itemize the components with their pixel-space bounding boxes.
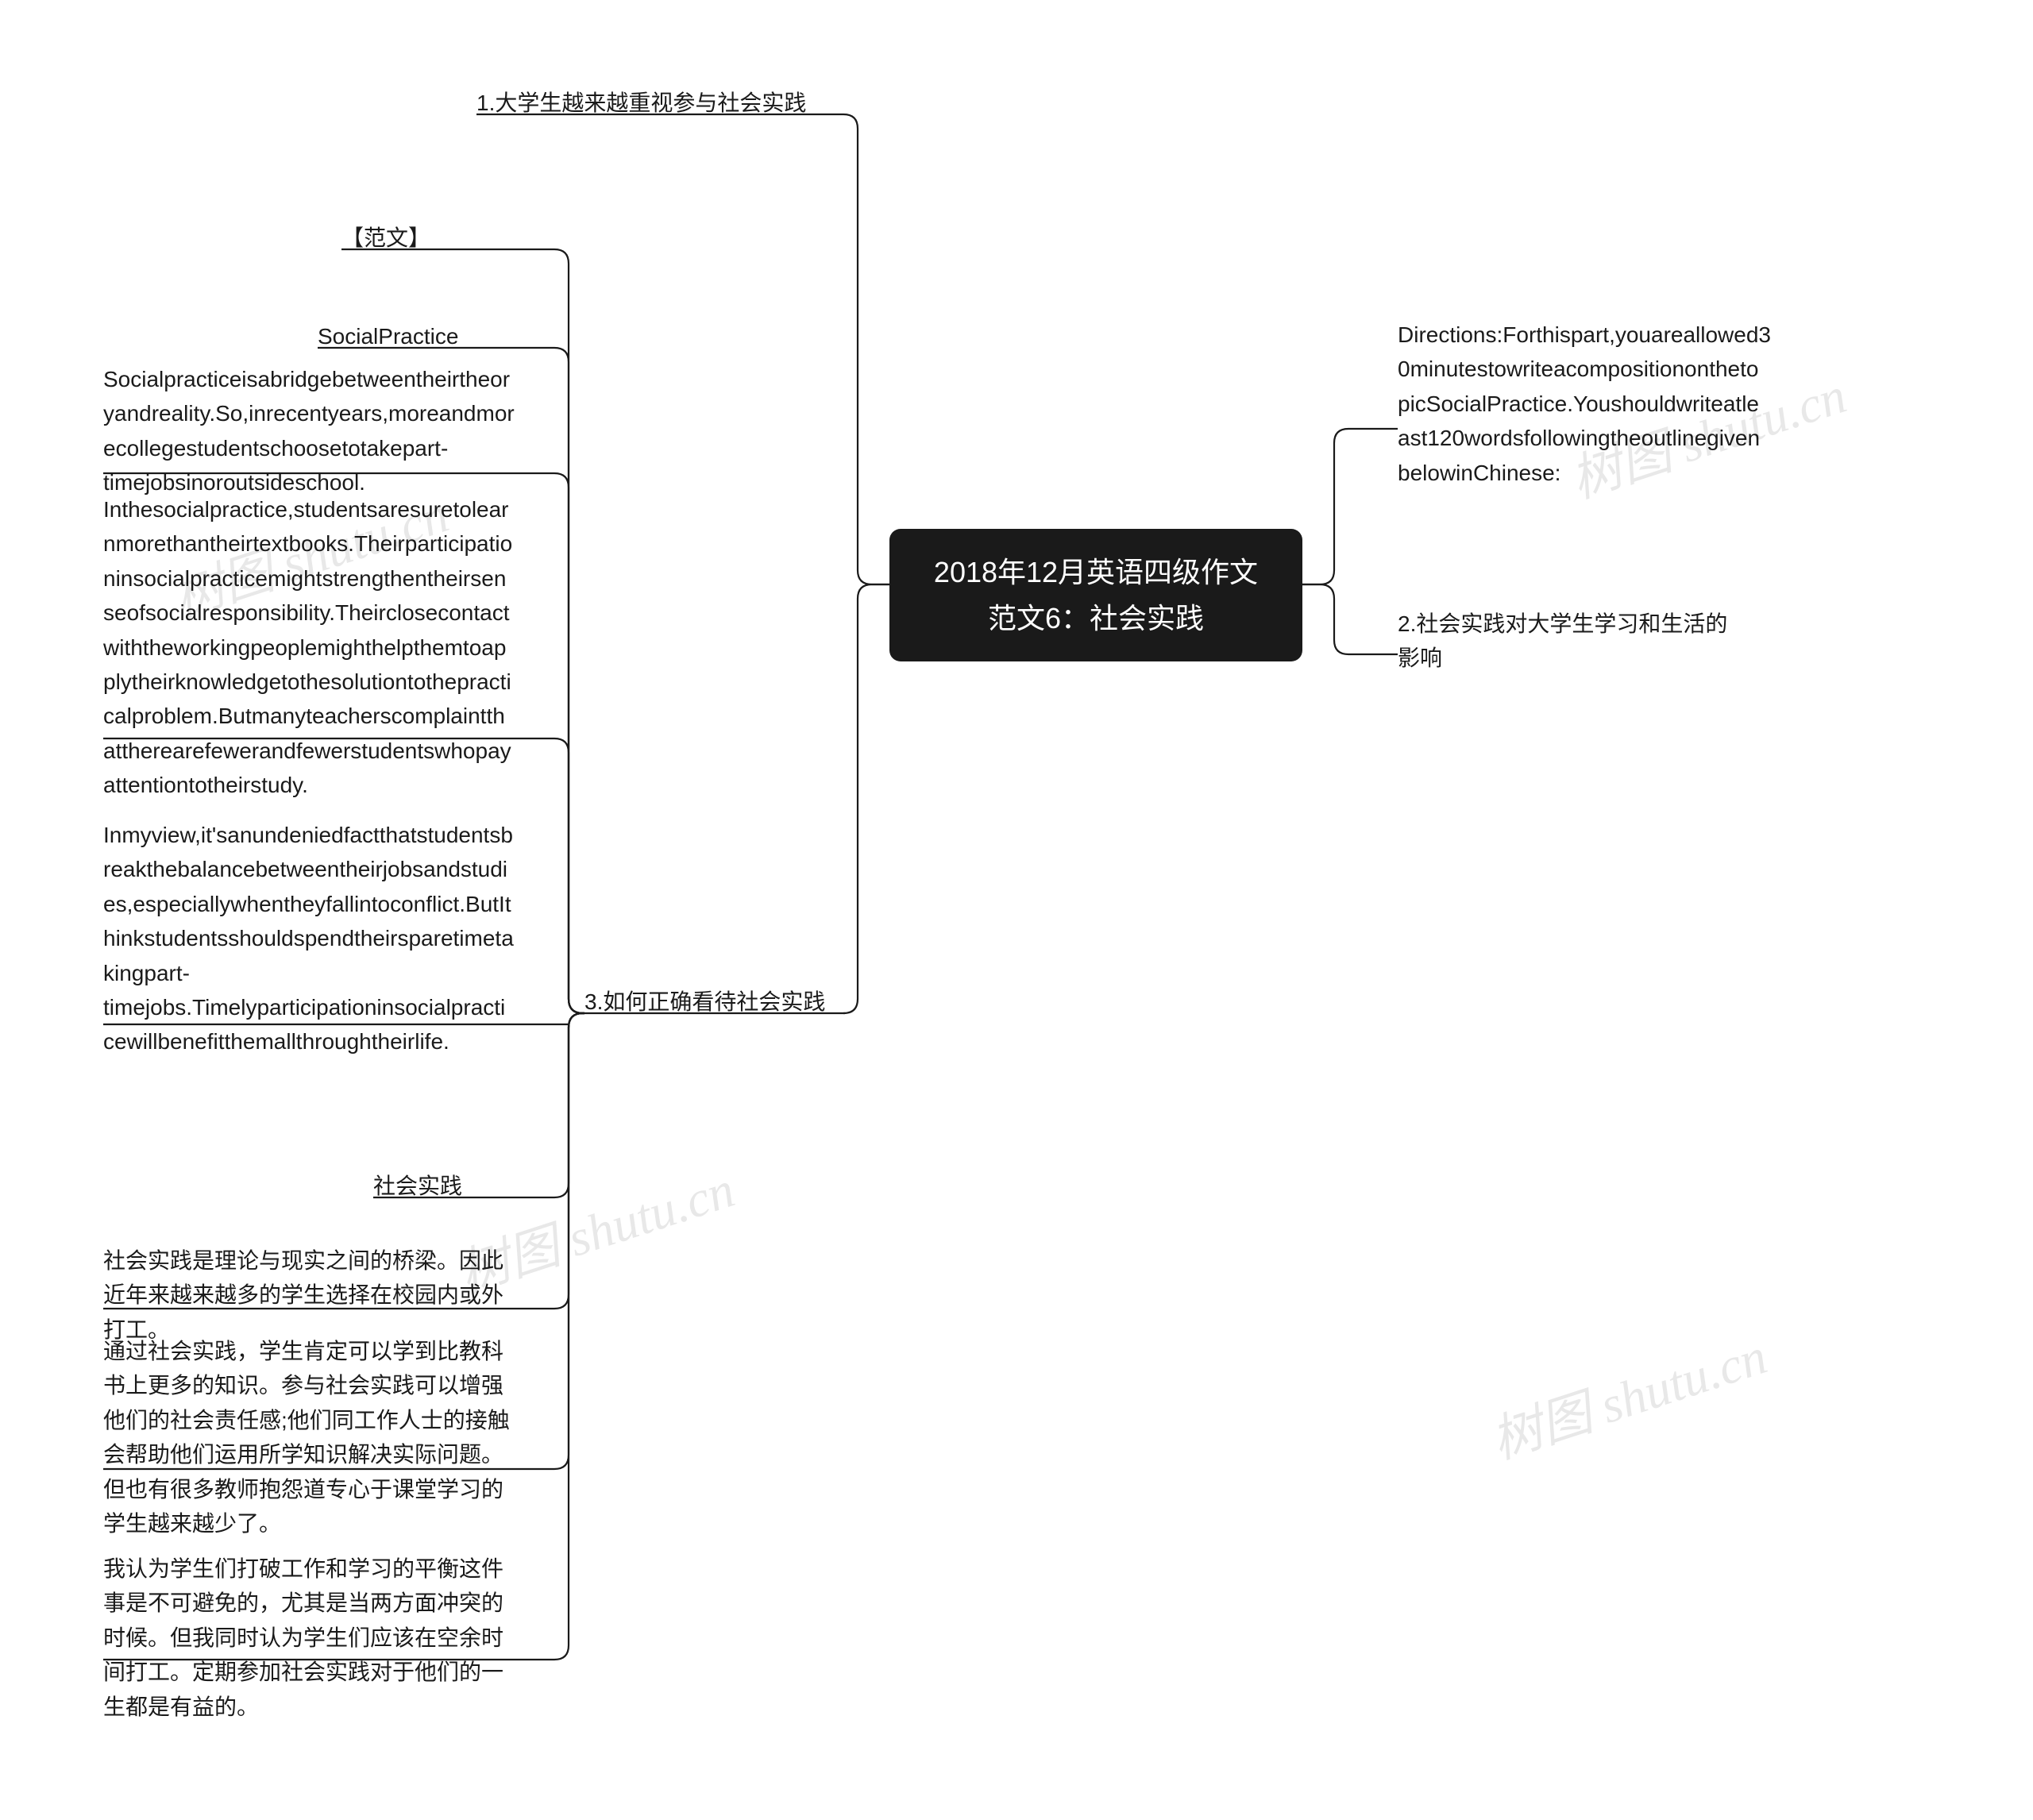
node-r2[interactable]: 2.社会实践对大学生学习和生活的影响 [1398,607,1739,676]
node-l3[interactable]: 3.如何正确看待社会实践 [584,985,847,1019]
node-s1-text: 【范文】 [341,226,430,250]
node-s6-text: 社会实践 [373,1174,462,1198]
node-s5-text: Inmyview,it'sanundeniedfactthatstudentsb… [103,823,514,1054]
link-l3-s2 [516,348,584,1013]
link-l3-s1 [516,249,584,1013]
node-s4-text: Inthesocialpractice,studentsaresuretolea… [103,497,512,797]
node-l1[interactable]: 1.大学生越来越重视参与社会实践 [476,86,818,120]
node-s6[interactable]: 社会实践 [373,1169,500,1203]
node-s2[interactable]: SocialPractice [318,319,500,353]
node-s9-text: 我认为学生们打破工作和学习的平衡这件事是不可避免的，尤其是当两方面冲突的时候。但… [103,1556,503,1719]
node-s2-text: SocialPractice [318,324,458,349]
link-l3-s3 [516,473,584,1013]
link-l3-s7 [516,1013,584,1309]
node-s7[interactable]: 社会实践是理论与现实之间的桥梁。因此近年来越来越多的学生选择在校园内或外打工。 [103,1244,516,1347]
node-s4[interactable]: Inthesocialpractice,studentsaresuretolea… [103,492,516,803]
link-center-l3 [843,584,889,1013]
node-s5[interactable]: Inmyview,it'sanundeniedfactthatstudentsb… [103,818,516,1059]
node-r2-text: 2.社会实践对大学生学习和生活的影响 [1398,611,1727,670]
link-center-rdir [1302,429,1374,584]
node-rdir[interactable]: Directions:Forthispart,youareallowed30mi… [1398,318,1771,490]
node-l3-text: 3.如何正确看待社会实践 [584,989,825,1014]
node-s1[interactable]: 【范文】 [341,221,500,255]
link-l3-s8 [516,1013,584,1469]
center-node[interactable]: 2018年12月英语四级作文 范文6：社会实践 [889,529,1302,661]
node-rdir-text: Directions:Forthispart,youareallowed30mi… [1398,322,1771,485]
node-s3-text: Socialpracticeisabridgebetweentheirtheor… [103,367,515,495]
node-s8-text: 通过社会实践，学生肯定可以学到比教科书上更多的知识。参与社会实践可以增强他们的社… [103,1339,510,1536]
mindmap-canvas: 2018年12月英语四级作文 范文6：社会实践 1.大学生越来越重视参与社会实践… [0,0,2033,1820]
center-line1: 2018年12月英语四级作文 [921,549,1271,596]
link-l3-s5 [516,1013,584,1028]
node-s3[interactable]: Socialpracticeisabridgebetweentheirtheor… [103,362,516,500]
link-l3-s4 [516,738,584,1013]
link-center-l1 [818,114,889,584]
link-l3-s6 [516,1013,584,1197]
link-center-r2 [1302,584,1374,654]
node-s9[interactable]: 我认为学生们打破工作和学习的平衡这件事是不可避免的，尤其是当两方面冲突的时候。但… [103,1552,516,1724]
link-l3-s9 [516,1013,584,1660]
node-s8[interactable]: 通过社会实践，学生肯定可以学到比教科书上更多的知识。参与社会实践可以增强他们的社… [103,1334,516,1540]
watermark-3: 树图 shutu.cn [1481,1316,1775,1473]
center-line2: 范文6：社会实践 [921,596,1271,642]
node-s7-text: 社会实践是理论与现实之间的桥梁。因此近年来越来越多的学生选择在校园内或外打工。 [103,1248,503,1342]
node-l1-text: 1.大学生越来越重视参与社会实践 [476,91,806,115]
